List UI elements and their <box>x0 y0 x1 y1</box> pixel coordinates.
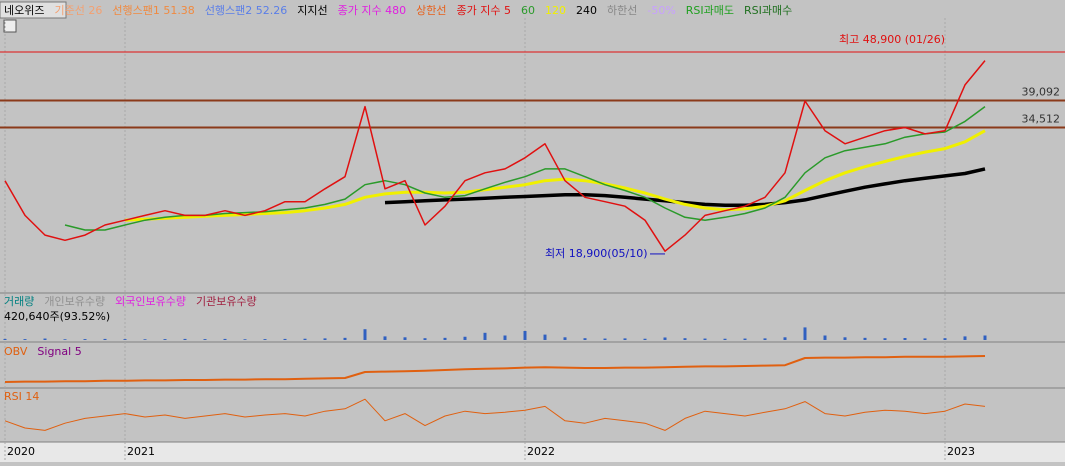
volume-bar <box>103 338 107 340</box>
x-tick-label: 2022 <box>527 445 555 458</box>
volume-bar <box>743 338 747 340</box>
volume-bar <box>43 338 47 340</box>
stock-name: 네오위즈 <box>4 4 44 17</box>
volume-bar <box>343 337 347 340</box>
volume-bar <box>243 339 247 340</box>
legend-entry: 종가 지수 5 <box>457 4 511 17</box>
volume-bar <box>943 338 947 340</box>
legend-entry: 지지선 <box>297 4 327 17</box>
volume-bar <box>423 338 427 340</box>
volume-bar <box>763 338 767 340</box>
volume-bar <box>263 339 267 340</box>
price-level-label: 34,512 <box>1022 112 1061 125</box>
volume-bar <box>143 339 147 340</box>
volume-bar <box>623 338 627 340</box>
legend-entry: 개인보유수량 <box>44 295 105 308</box>
holding-label: 420,640주(93.52%) <box>4 310 110 323</box>
volume-bar <box>543 334 547 340</box>
volume-bar <box>803 327 807 340</box>
volume-bar <box>163 339 167 340</box>
volume-bar <box>443 337 447 340</box>
volume-bar <box>983 335 987 340</box>
legend-entry: 선행스팬1 51.38 <box>112 4 194 17</box>
volume-bar <box>303 338 307 340</box>
series-line <box>4 60 986 252</box>
series-line <box>384 167 986 208</box>
volume-bar <box>683 338 687 340</box>
volume-bar <box>503 335 507 340</box>
volume-bar <box>563 337 567 340</box>
volume-bar <box>63 339 67 340</box>
volume-bar <box>583 338 587 340</box>
volume-bar <box>783 337 787 340</box>
legend-entry: 기준선 26 <box>54 4 102 17</box>
volume-bar <box>843 337 847 340</box>
volume-bar <box>203 339 207 340</box>
high-annotation: 최고 48,900 (01/26) <box>839 33 945 46</box>
grid-icon[interactable] <box>3 19 17 33</box>
series-line <box>4 355 986 383</box>
legend-entry: -50% <box>647 4 675 17</box>
low-annotation: 최저 18,900(05/10) <box>545 247 648 260</box>
volume-bar <box>823 335 827 340</box>
legend-entry: RSI 14 <box>4 390 39 403</box>
x-tick-label: 2020 <box>7 445 35 458</box>
volume-bar <box>963 336 967 340</box>
volume-bar <box>363 329 367 340</box>
volume-bar <box>883 338 887 340</box>
x-tick-label: 2023 <box>947 445 975 458</box>
volume-bar <box>383 336 387 340</box>
volume-bar <box>923 338 927 340</box>
volume-bar <box>223 338 227 340</box>
volume-bar <box>323 338 327 340</box>
legend-entry: RSI과매도 <box>686 4 734 17</box>
legend-entry: 선행스팬2 52.26 <box>205 4 287 17</box>
volume-bar <box>3 338 7 340</box>
series-line <box>64 105 986 231</box>
legend-entry: 60 <box>521 4 535 17</box>
legend-entry: 상한선 <box>416 4 446 17</box>
volume-bar <box>183 338 187 340</box>
volume-bar <box>523 331 527 340</box>
volume-bar <box>483 332 487 340</box>
volume-bar <box>403 337 407 340</box>
volume-bar <box>603 338 607 340</box>
legend-entry: RSI과매수 <box>744 4 792 17</box>
volume-bar <box>863 337 867 340</box>
volume-bar <box>83 339 87 340</box>
x-tick-label: 2021 <box>127 445 155 458</box>
panel-dividers <box>0 292 1065 443</box>
volume-bar <box>23 339 27 340</box>
legend-entry: OBV <box>4 345 28 358</box>
volume-bar <box>703 338 707 340</box>
price-level-label: 39,092 <box>1022 85 1061 98</box>
volume-bar <box>723 338 727 340</box>
legend-entry: 240 <box>576 4 597 17</box>
volume-bar <box>463 336 467 340</box>
series-line <box>4 398 986 431</box>
legend-entry: 하한선 <box>607 3 637 17</box>
legend-entry: 거래량 <box>4 295 34 308</box>
legend-entry: 종가 지수 480 <box>338 4 406 17</box>
legend-entry: 기관보유수량 <box>196 295 257 308</box>
volume-bar <box>903 338 907 340</box>
legend-entry: Signal 5 <box>37 345 81 358</box>
volume-bar <box>643 338 647 340</box>
volume-bar <box>123 339 127 340</box>
legend-entry: 외국인보유수량 <box>115 295 186 308</box>
legend-name-box <box>0 1 67 19</box>
series-line <box>124 129 986 222</box>
x-axis-strip <box>0 442 1065 462</box>
volume-bar <box>283 338 287 340</box>
legend-entry: 120 <box>545 4 566 17</box>
volume-bar <box>663 337 667 340</box>
